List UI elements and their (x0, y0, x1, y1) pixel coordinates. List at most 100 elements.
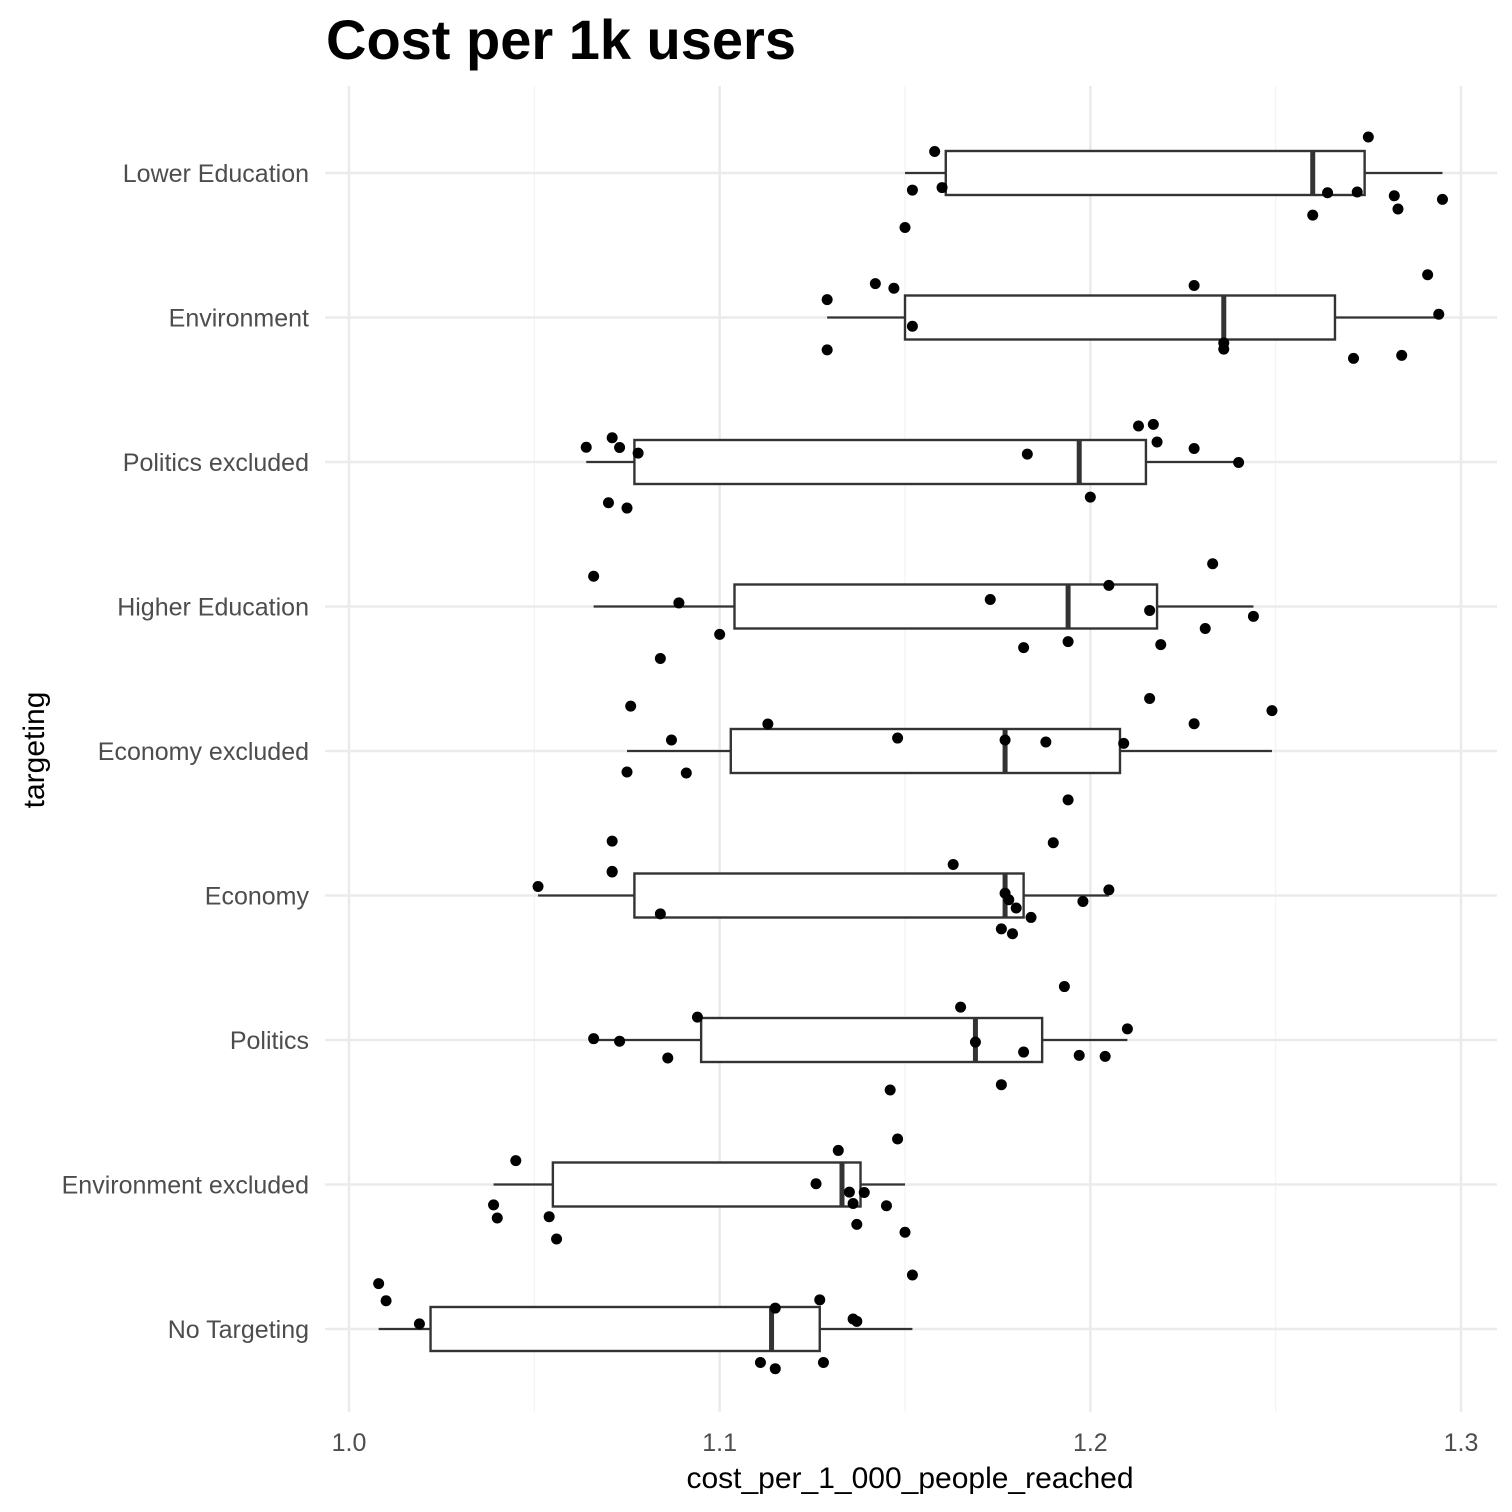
point-politics-excluded (1147, 418, 1159, 430)
point-lower-education (929, 146, 941, 158)
point-environment-excluded (491, 1212, 503, 1224)
whiskers (378, 171, 1443, 1331)
point-no-targeting (380, 1295, 392, 1307)
point-economy (532, 880, 544, 892)
y-axis-title: targeting (18, 692, 51, 809)
y-tick-labels: Lower Education Environment Politics exclu… (62, 160, 310, 1344)
point-no-targeting (373, 1278, 385, 1290)
point-higher-education (588, 570, 600, 582)
x-tick-label: 1.2 (1073, 1429, 1108, 1457)
point-no-targeting (754, 1356, 766, 1368)
point-no-targeting (814, 1294, 826, 1306)
point-lower-education (936, 182, 948, 194)
box-economy-excluded (729, 727, 1122, 775)
box-no-targeting (429, 1305, 821, 1353)
point-lower-education (1388, 190, 1400, 202)
point-politics (1058, 981, 1070, 993)
point-politics-excluded (1151, 436, 1163, 448)
point-economy-excluded (1118, 737, 1130, 749)
box-economy (633, 872, 1025, 919)
point-economy (606, 835, 618, 847)
point-environment-excluded (543, 1211, 555, 1223)
point-economy (1010, 902, 1022, 914)
point-environment (1422, 269, 1434, 281)
point-politics (969, 1036, 981, 1048)
point-economy-excluded (892, 732, 904, 744)
y-tick-label: Economy excluded (98, 738, 309, 766)
point-politics (614, 1035, 626, 1047)
point-lower-education (1307, 209, 1319, 221)
point-economy (1003, 894, 1015, 906)
x-tick-label: 1.3 (1444, 1429, 1479, 1457)
point-economy (1006, 928, 1018, 940)
point-environment-excluded (847, 1198, 859, 1210)
point-politics (1073, 1049, 1085, 1061)
x-tick-labels: 1.0 1.1 1.2 1.3 (332, 1429, 1479, 1457)
point-economy (1025, 911, 1037, 923)
box-politics-excluded (633, 438, 1148, 486)
point-higher-education (1199, 623, 1211, 635)
point-no-targeting (851, 1315, 863, 1327)
point-no-targeting (769, 1302, 781, 1314)
point-higher-education (1247, 610, 1259, 622)
point-lower-education (1351, 186, 1363, 198)
box-lower-education (944, 149, 1366, 197)
point-economy-excluded (1188, 718, 1200, 730)
point-politics (691, 1011, 703, 1023)
point-politics (662, 1052, 674, 1064)
x-axis-title: cost_per_1_000_people_reached (686, 1462, 1133, 1495)
point-lower-education (1362, 131, 1374, 143)
x-tick-label: 1.0 (332, 1429, 367, 1457)
point-environment (1188, 279, 1200, 291)
point-economy-excluded (625, 700, 637, 712)
y-tick-label: Economy (205, 883, 310, 911)
point-economy-excluded (665, 734, 677, 746)
point-politics (1121, 1023, 1133, 1035)
point-lower-education (1392, 203, 1404, 215)
point-economy (606, 865, 618, 877)
y-tick-label: Environment excluded (62, 1172, 309, 1200)
point-environment-excluded (899, 1226, 911, 1238)
point-environment (1348, 352, 1360, 364)
point-economy-excluded (999, 734, 1011, 746)
point-environment-excluded (892, 1133, 904, 1145)
point-higher-education (1018, 642, 1030, 654)
box-environment-excluded (551, 1161, 862, 1208)
point-politics-excluded (1233, 456, 1245, 468)
point-economy-excluded (1040, 736, 1052, 748)
y-tick-label: Politics excluded (123, 449, 309, 477)
point-lower-education (899, 222, 911, 234)
chart-title: Cost per 1k users (326, 8, 796, 71)
point-economy-excluded (680, 767, 692, 779)
point-politics-excluded (621, 502, 633, 514)
point-economy-excluded (1062, 794, 1074, 806)
point-environment-excluded (510, 1155, 522, 1167)
point-environment (888, 282, 900, 294)
point-environment-excluded (851, 1218, 863, 1230)
point-politics-excluded (1084, 491, 1096, 503)
point-politics (884, 1084, 896, 1096)
point-no-targeting (769, 1363, 781, 1375)
point-no-targeting (413, 1318, 425, 1330)
y-tick-label: Lower Education (123, 160, 309, 188)
point-politics-excluded (602, 497, 614, 509)
y-tick-label: Environment (169, 305, 309, 333)
point-environment (1396, 349, 1408, 361)
point-higher-education (984, 593, 996, 605)
point-economy-excluded (621, 766, 633, 778)
x-tick-label: 1.1 (702, 1429, 737, 1457)
jitter-points (373, 131, 1448, 1375)
point-economy (1047, 837, 1059, 849)
point-politics-excluded (1133, 420, 1145, 432)
point-higher-education (1155, 639, 1167, 651)
point-economy-excluded (1266, 705, 1278, 717)
point-politics (1099, 1050, 1111, 1062)
point-environment-excluded (843, 1186, 855, 1198)
point-politics-excluded (580, 441, 592, 453)
point-environment (821, 294, 833, 306)
point-environment-excluded (551, 1233, 563, 1245)
point-higher-education (1144, 604, 1156, 616)
point-economy (1103, 884, 1115, 896)
point-economy (995, 923, 1007, 935)
box-higher-education (733, 583, 1159, 630)
